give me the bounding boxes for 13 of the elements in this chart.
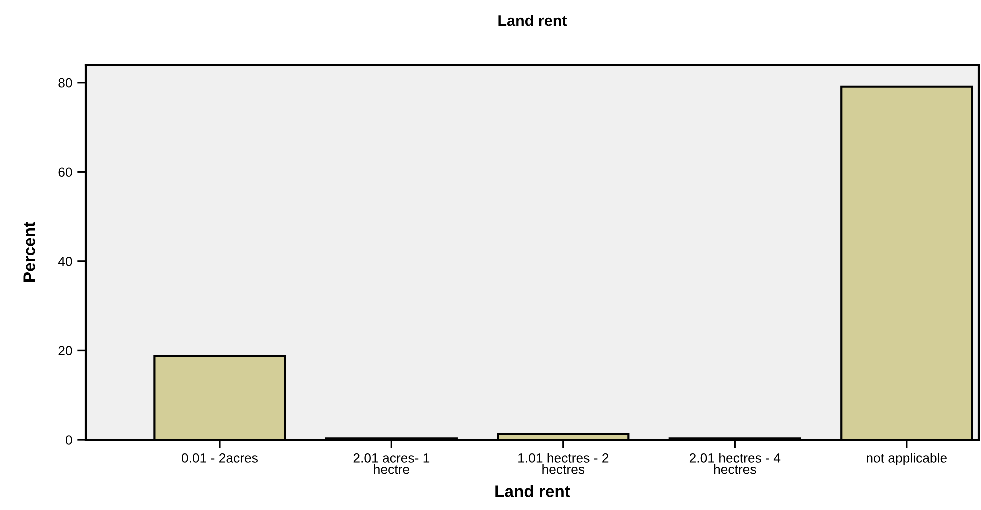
y-tick-label: 0	[66, 436, 72, 445]
x-axis-title: Land rent	[496, 485, 570, 498]
x-tick-label: 0.01 - 2acres	[182, 454, 258, 463]
y-tick-label: 40	[58, 256, 72, 266]
y-tick-label: 80	[58, 78, 72, 88]
chart-title: Land rent	[498, 15, 568, 26]
x-tick-label: 1.01 hectres - 2 hectres	[518, 453, 609, 474]
y-tick-label: 20	[58, 346, 72, 356]
x-tick-label: 2.01 acres- 1 hectre	[354, 454, 430, 474]
x-tick-label: not applicable	[867, 453, 948, 466]
y-tick-label: 60	[58, 168, 72, 178]
y-axis-title: Percent	[24, 222, 36, 282]
x-tick-label: 2.01 hectres - 4 hectres	[690, 453, 781, 474]
